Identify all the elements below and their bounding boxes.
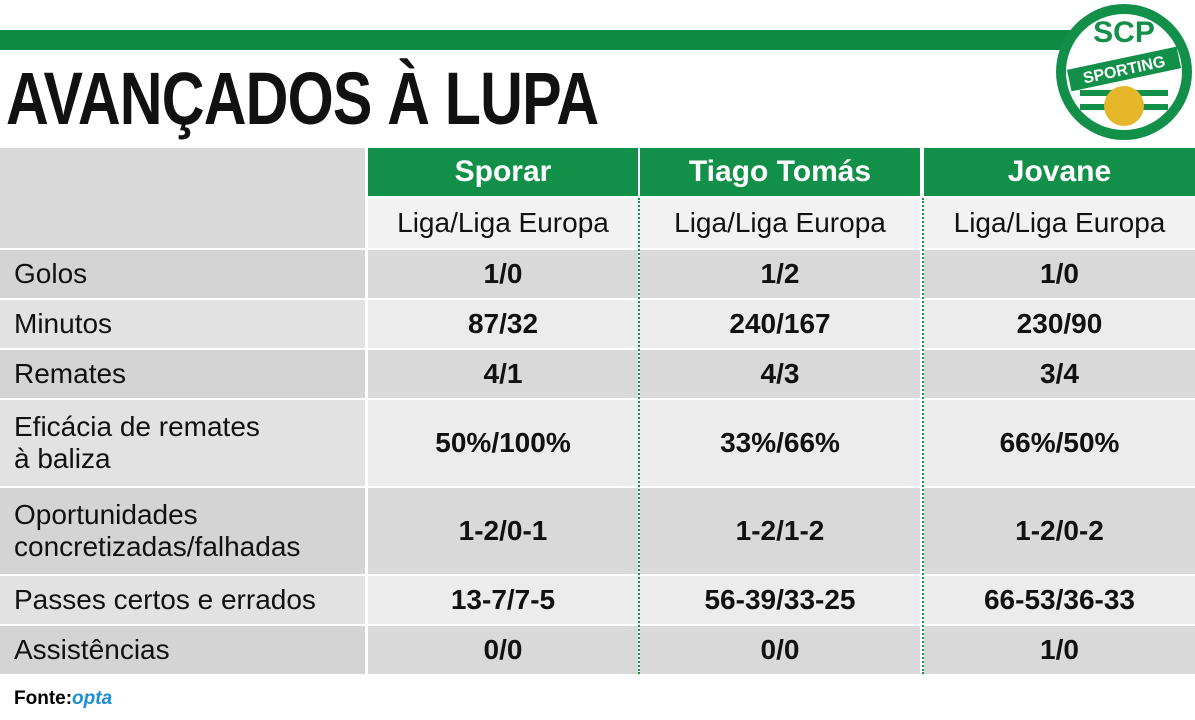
value: 3/4: [1040, 358, 1079, 389]
column-divider: [638, 198, 640, 674]
source-name: opta: [72, 688, 113, 709]
row-label: Oportunidades concretizadas/falhadas: [0, 488, 365, 574]
value-cell: 50%/100%: [368, 400, 638, 486]
row-label-line: concretizadas/falhadas: [14, 531, 301, 562]
value: 0/0: [483, 634, 523, 665]
value: 66%/50%: [999, 427, 1120, 458]
row-label-line: Minutos: [14, 308, 113, 339]
column-header: Tiago Tomás: [640, 148, 920, 196]
value-cell: 66-53/36-33: [924, 576, 1195, 624]
value-cell: 1-2/0-1: [368, 488, 638, 574]
value: 13-7/7-5: [450, 584, 556, 615]
column-header: Sporar: [368, 148, 638, 196]
value-cell: 1/0: [368, 250, 638, 298]
column-header: Jovane: [924, 148, 1195, 196]
row-label-line: Oportunidades: [14, 499, 198, 530]
row-label: Passes certos e errados: [0, 576, 365, 624]
source-label: Fonte:: [14, 688, 73, 709]
value: 230/90: [1016, 308, 1103, 339]
value-cell: 230/90: [924, 300, 1195, 348]
row-label: Golos: [0, 250, 365, 298]
value-cell: 1-2/0-2: [924, 488, 1195, 574]
competition-label: Liga/Liga Europa: [674, 207, 886, 238]
value: 66-53/36-33: [983, 584, 1135, 615]
value-cell: 0/0: [368, 626, 638, 674]
row-label-line: Golos: [14, 258, 88, 289]
value-cell: 1-2/1-2: [640, 488, 920, 574]
value: 1/0: [1040, 258, 1079, 289]
value: 1-2/0-1: [458, 515, 548, 546]
column-divider: [922, 198, 924, 674]
value-cell: 33%/66%: [640, 400, 920, 486]
value-cell: 66%/50%: [924, 400, 1195, 486]
value-cell: 13-7/7-5: [368, 576, 638, 624]
row-label-line: Assistências: [14, 634, 170, 665]
value-cell: 4/1: [368, 350, 638, 398]
competition-label: Liga/Liga Europa: [953, 207, 1166, 238]
competition-label: Liga/Liga Europa: [397, 207, 609, 238]
value: 1/0: [483, 258, 523, 289]
value: 240/167: [729, 308, 831, 339]
value: 4/1: [483, 358, 523, 389]
subheader-cell: Liga/Liga Europa: [368, 198, 638, 248]
row-label-line: Eficácia de remates: [14, 411, 260, 442]
row-label-line: Remates: [14, 358, 127, 389]
value: 1/2: [760, 258, 800, 289]
value: 33%/66%: [720, 427, 840, 458]
value-cell: 87/32: [368, 300, 638, 348]
club-logo: SCP SPORTING: [1056, 4, 1192, 140]
row-label-line: à baliza: [14, 443, 111, 474]
logo-initials: SCP: [1093, 16, 1155, 49]
player-name: Jovane: [1007, 155, 1112, 188]
corner-cell: [0, 148, 365, 248]
player-name: Sporar: [454, 155, 552, 188]
value: 0/0: [760, 634, 800, 665]
value-cell: 56-39/33-25: [640, 576, 920, 624]
subheader-cell: Liga/Liga Europa: [640, 198, 920, 248]
value-cell: 0/0: [640, 626, 920, 674]
value: 87/32: [467, 308, 539, 339]
value: 1-2/1-2: [735, 515, 825, 546]
value-cell: 1/0: [924, 250, 1195, 298]
value: 50%/100%: [435, 427, 571, 458]
value-cell: 1/2: [640, 250, 920, 298]
player-name: Tiago Tomás: [688, 155, 872, 188]
page-title: AVANÇADOS À LUPA: [6, 57, 599, 140]
value-cell: 3/4: [924, 350, 1195, 398]
row-label-line: Passes certos e errados: [14, 584, 316, 615]
value-cell: 1/0: [924, 626, 1195, 674]
row-label: Assistências: [0, 626, 365, 674]
value: 1/0: [1040, 634, 1079, 665]
value: 4/3: [760, 358, 800, 389]
source: Fonte:opta: [14, 688, 112, 710]
value: 1-2/0-2: [1015, 515, 1104, 546]
top-bar: [0, 30, 1080, 50]
row-label: Minutos: [0, 300, 365, 348]
row-label: Remates: [0, 350, 365, 398]
row-label: Eficácia de remates à baliza: [0, 400, 365, 486]
value-cell: 4/3: [640, 350, 920, 398]
value: 56-39/33-25: [704, 584, 856, 615]
subheader-cell: Liga/Liga Europa: [924, 198, 1195, 248]
value-cell: 240/167: [640, 300, 920, 348]
